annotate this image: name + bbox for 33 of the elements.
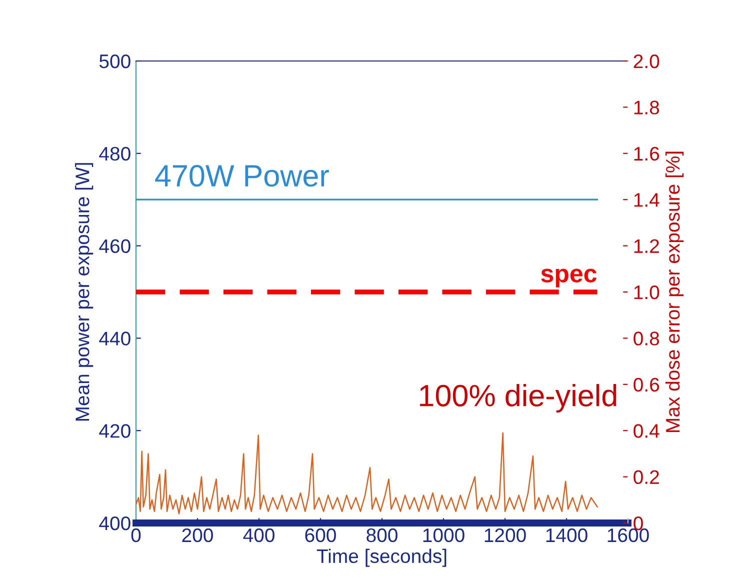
y2-tick-label: 0.8 xyxy=(634,332,660,346)
series-label: 470W Power xyxy=(155,164,329,187)
y2-tick-label: 1.4 xyxy=(634,193,660,207)
y2-axis-title: Max dose error per exposure [%] xyxy=(665,152,684,432)
y2-tick-label: 1.6 xyxy=(634,146,660,161)
x-tick-label: 1600 xyxy=(608,528,649,542)
y2-tick-label: 1.8 xyxy=(634,100,660,114)
x-tick-label: 1200 xyxy=(484,528,526,542)
x-tick-label: 800 xyxy=(366,528,398,542)
y2-tick-label: 0.4 xyxy=(634,424,660,438)
y2-tick-label: 2.0 xyxy=(634,54,660,68)
y-tick-label: 440 xyxy=(99,332,130,346)
x-axis-title: Time [seconds] xyxy=(316,548,446,567)
y-tick-label: 500 xyxy=(99,54,130,68)
x-tick-label: 1000 xyxy=(423,528,464,542)
line-series xyxy=(136,432,598,514)
y2-tick-label: 0.6 xyxy=(634,378,660,392)
y-tick-label: 480 xyxy=(99,146,130,161)
y2-tick-label: 1.2 xyxy=(634,239,659,253)
x-tick-label: 1400 xyxy=(546,528,588,542)
y2-tick-label: 0 xyxy=(634,516,643,530)
x-tick-label: 0 xyxy=(131,528,141,542)
y-tick-label: 420 xyxy=(99,424,130,438)
y-axis-title: Mean power per exposure [W] xyxy=(75,163,94,421)
annotation: 100% die-yield xyxy=(420,384,616,412)
y2-tick-label: 1.0 xyxy=(634,285,660,300)
y-tick-label: 400 xyxy=(99,516,130,530)
x-tick-label: 200 xyxy=(182,528,213,542)
y-tick-label: 460 xyxy=(99,239,130,254)
y2-tick-label: 0.2 xyxy=(634,470,659,484)
x-tick-label: 400 xyxy=(243,528,274,542)
ref-line-label: spec xyxy=(541,268,597,288)
x-tick-label: 600 xyxy=(305,528,336,542)
